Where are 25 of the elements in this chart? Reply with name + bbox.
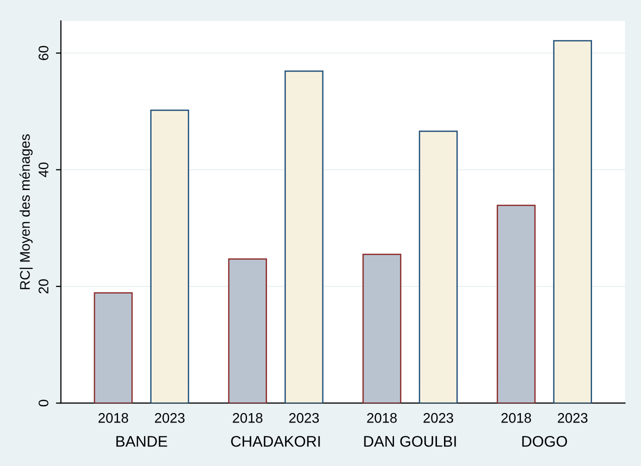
bar [496,204,536,404]
text: 2023 [558,413,588,423]
x-tick-label: DOGO [522,436,568,447]
x-tick-label: BANDE [116,436,168,447]
series-label: 2023 [154,413,185,423]
x-tick-label: DAN GOULBI [364,436,456,447]
y-axis-title: RC| Moyen des ménages [20,134,33,290]
text: 2018 [232,413,262,423]
bar [362,254,402,404]
bar [228,258,268,404]
series-label: 2018 [98,413,128,423]
bar [94,292,133,404]
bar [150,110,190,404]
text: 2018 [367,413,397,423]
x-tick-label: CHADAKORI [231,436,320,447]
text: 2018 [501,413,532,423]
text: 2023 [424,413,454,423]
y-tick-label: 60 [38,46,48,60]
y-tick-label: 0 [38,400,48,406]
y-tick-label: 40 [38,162,48,178]
bar [284,70,324,404]
text: 2023 [289,413,319,423]
bar [553,40,592,404]
y-tick-label: 20 [38,279,48,294]
bar [418,130,458,404]
